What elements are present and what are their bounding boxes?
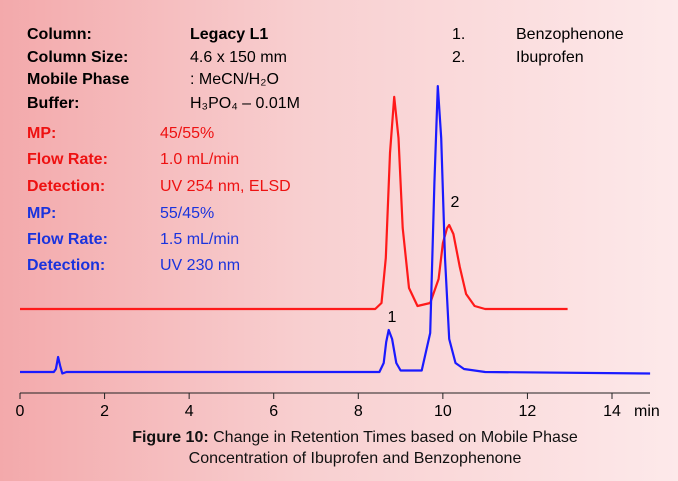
condition-label: Flow Rate: (27, 231, 108, 248)
x-tick-label: 14 (603, 403, 621, 420)
peak-number: 1. (452, 26, 465, 43)
condition-label: Buffer: (27, 95, 79, 112)
x-tick-label: 4 (185, 403, 194, 420)
condition-label: MP: (27, 205, 56, 222)
condition-label: Column: (27, 26, 92, 43)
peak-name: Benzophenone (516, 26, 624, 43)
condition-label: Detection: (27, 178, 105, 195)
condition-label: Flow Rate: (27, 151, 108, 168)
condition-value: 4.6 x 150 mm (190, 49, 287, 66)
condition-label: MP: (27, 125, 56, 142)
peak-name: Ibuprofen (516, 49, 584, 66)
condition-value: UV 230 nm (160, 257, 240, 274)
x-tick-label: 10 (434, 403, 452, 420)
condition-label: Detection: (27, 257, 105, 274)
x-tick-label: 12 (519, 403, 537, 420)
condition-value: 1.5 mL/min (160, 231, 239, 248)
condition-value: 1.0 mL/min (160, 151, 239, 168)
x-tick-label: 0 (16, 403, 25, 420)
peak-number: 2. (452, 49, 465, 66)
trace (20, 85, 651, 375)
condition-value: UV 254 nm, ELSD (160, 178, 291, 195)
x-tick-label: 8 (354, 403, 363, 420)
caption-label: Figure 10: (132, 429, 209, 446)
condition-value: Legacy L1 (190, 26, 268, 43)
condition-value: : MeCN/H₂O (190, 71, 279, 88)
peak-annotation: 1 (388, 309, 397, 326)
condition-value: 45/55% (160, 125, 214, 142)
trace (20, 95, 568, 311)
caption-text: Change in Retention Times based on Mobil… (188, 429, 578, 467)
condition-value: 55/45% (160, 205, 214, 222)
x-tick-label: 6 (269, 403, 278, 420)
condition-value: H₃PO₄ – 0.01M (190, 95, 300, 112)
condition-label: Column Size: (27, 49, 128, 66)
condition-label: Mobile Phase (27, 71, 129, 88)
caption: Figure 10: Change in Retention Times bas… (120, 427, 590, 469)
x-tick-label: 2 (100, 403, 109, 420)
peak-annotation: 2 (451, 194, 460, 211)
x-axis-label: min (634, 403, 660, 420)
